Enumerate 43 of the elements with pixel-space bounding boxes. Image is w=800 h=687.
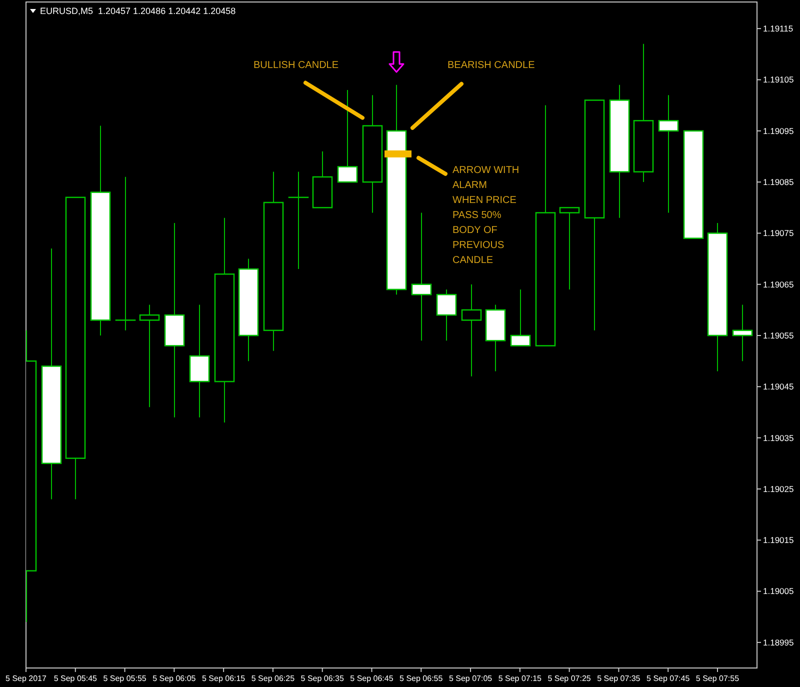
x-tick-label: 5 Sep 06:55 — [400, 674, 444, 683]
x-tick-label: 5 Sep 06:25 — [251, 674, 296, 683]
candlestick — [732, 304, 753, 362]
candlestick — [115, 176, 136, 331]
y-tick-label: 1.19115 — [763, 24, 794, 34]
annotation: BEARISH CANDLE — [448, 60, 536, 71]
y-tick-label: 1.19055 — [763, 330, 794, 340]
y-tick-label: 1.19075 — [763, 228, 794, 238]
x-tick-label: 5 Sep 05:55 — [103, 674, 147, 683]
x-tick-label: 5 Sep 06:05 — [152, 674, 196, 683]
x-tick-label: 5 Sep 06:35 — [300, 674, 344, 683]
candlestick — [288, 171, 309, 270]
candlestick — [436, 288, 457, 342]
x-tick-label: 5 Sep 2017 — [6, 674, 48, 683]
y-tick-label: 1.19095 — [763, 126, 794, 136]
y-tick-label: 1.19035 — [763, 432, 794, 443]
candlestick — [461, 284, 482, 377]
x-tick-label: 5 Sep 05:45 — [54, 674, 98, 683]
candlestick — [411, 212, 432, 342]
candlestick — [559, 206, 580, 290]
x-tick-label: 5 Sep 06:45 — [350, 674, 394, 683]
candlestick — [139, 304, 160, 408]
y-tick-label: 1.19045 — [763, 382, 794, 392]
annotation: ARROW WITH ALARM WHEN PRICE PASS 50% BODY OF PREVIOUS CANDLE — [452, 164, 520, 266]
x-tick-label: 5 Sep 06:15 — [202, 674, 246, 683]
x-tick-label: 5 Sep 07:45 — [646, 674, 690, 683]
y-tick-label: 1.19105 — [763, 74, 794, 85]
annotation: BULLISH CANDLE — [254, 60, 339, 71]
y-tick-label: 1.18995 — [763, 637, 794, 648]
candlestick — [510, 288, 531, 346]
x-tick-label: 5 Sep 07:25 — [548, 674, 592, 683]
y-tick-label: 1.19025 — [763, 484, 794, 494]
x-tick-label: 5 Sep 07:05 — [448, 674, 493, 683]
chart-title: EURUSD,M5 1.20457 1.20486 1.20442 1.20458 — [40, 6, 236, 16]
y-tick-label: 1.19005 — [763, 586, 794, 596]
x-tick-label: 5 Sep 07:55 — [696, 674, 740, 683]
x-tick-label: 5 Sep 07:15 — [498, 674, 542, 683]
y-tick-label: 1.19085 — [763, 177, 794, 188]
y-tick-label: 1.19065 — [763, 279, 794, 290]
candlestick — [337, 89, 358, 183]
y-tick-label: 1.19015 — [763, 535, 794, 546]
x-tick-label: 5 Sep 07:35 — [597, 674, 641, 683]
candlestick — [658, 94, 679, 214]
